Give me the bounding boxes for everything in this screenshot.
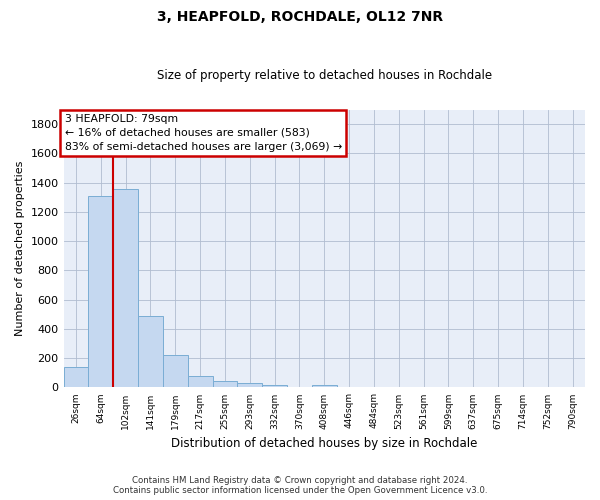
Bar xyxy=(113,188,138,388)
Bar xyxy=(212,381,238,388)
Bar xyxy=(64,368,88,388)
Bar xyxy=(163,354,188,388)
Bar xyxy=(238,384,262,388)
X-axis label: Distribution of detached houses by size in Rochdale: Distribution of detached houses by size … xyxy=(171,437,478,450)
Bar xyxy=(88,196,113,388)
Text: 3 HEAPFOLD: 79sqm
← 16% of detached houses are smaller (583)
83% of semi-detache: 3 HEAPFOLD: 79sqm ← 16% of detached hous… xyxy=(65,114,342,152)
Title: Size of property relative to detached houses in Rochdale: Size of property relative to detached ho… xyxy=(157,69,492,82)
Y-axis label: Number of detached properties: Number of detached properties xyxy=(15,161,25,336)
Bar xyxy=(138,316,163,388)
Bar xyxy=(188,376,212,388)
Bar xyxy=(312,385,337,388)
Text: Contains HM Land Registry data © Crown copyright and database right 2024.
Contai: Contains HM Land Registry data © Crown c… xyxy=(113,476,487,495)
Text: 3, HEAPFOLD, ROCHDALE, OL12 7NR: 3, HEAPFOLD, ROCHDALE, OL12 7NR xyxy=(157,10,443,24)
Bar xyxy=(262,385,287,388)
